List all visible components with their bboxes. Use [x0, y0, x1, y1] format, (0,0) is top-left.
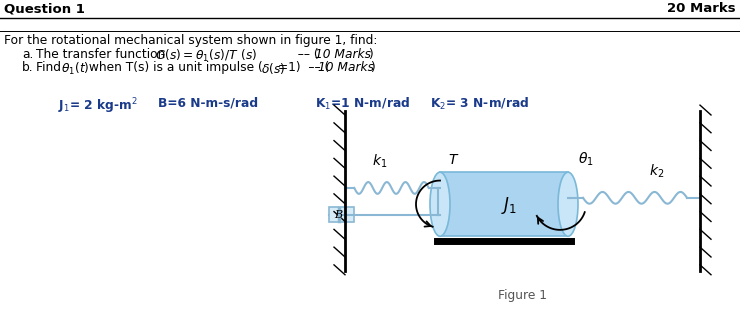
Text: $\theta_1$: $\theta_1$: [578, 151, 593, 168]
Text: Figure 1: Figure 1: [498, 288, 547, 301]
Text: K$_2$= 3 N-m/rad: K$_2$= 3 N-m/rad: [430, 96, 529, 112]
Text: $J_1$: $J_1$: [501, 195, 517, 216]
Ellipse shape: [430, 172, 450, 236]
Text: Question 1: Question 1: [4, 2, 85, 15]
Text: The transfer function: The transfer function: [36, 48, 169, 61]
Text: J$_1$= 2 kg-m$^2$: J$_1$= 2 kg-m$^2$: [58, 96, 138, 116]
Text: $k_1$: $k_1$: [371, 153, 387, 170]
Bar: [329, 207, 354, 222]
Text: ): ): [368, 48, 373, 61]
Text: $T$: $T$: [448, 153, 460, 167]
Text: 10 Marks: 10 Marks: [318, 61, 374, 74]
Text: B=6 N-m-s/rad: B=6 N-m-s/rad: [158, 96, 258, 109]
Text: $k_2$: $k_2$: [649, 163, 665, 180]
Text: For the rotational mechanical system shown in figure 1, find:: For the rotational mechanical system sho…: [4, 34, 377, 47]
Text: $\delta(s)$: $\delta(s)$: [261, 61, 286, 76]
Text: b.: b.: [22, 61, 33, 74]
Text: 10 Marks: 10 Marks: [315, 48, 371, 61]
Bar: [440, 172, 568, 236]
Text: =1)  –– (: =1) –– (: [278, 61, 329, 74]
Text: when T(s) is a unit impulse (: when T(s) is a unit impulse (: [85, 61, 263, 74]
Text: Find: Find: [36, 61, 65, 74]
Ellipse shape: [558, 172, 578, 236]
Text: a.: a.: [22, 48, 33, 61]
Text: B: B: [334, 210, 342, 219]
Text: $\theta_1(t)$: $\theta_1(t)$: [61, 61, 90, 77]
Text: ): ): [370, 61, 374, 74]
Text: K$_1$=1 N-m/rad: K$_1$=1 N-m/rad: [315, 96, 410, 112]
Text: 20 Marks: 20 Marks: [667, 2, 736, 15]
Text: –– (: –– (: [290, 48, 319, 61]
Text: $G(s) = \theta_1(s)/T\ (s)$: $G(s) = \theta_1(s)/T\ (s)$: [155, 48, 257, 64]
